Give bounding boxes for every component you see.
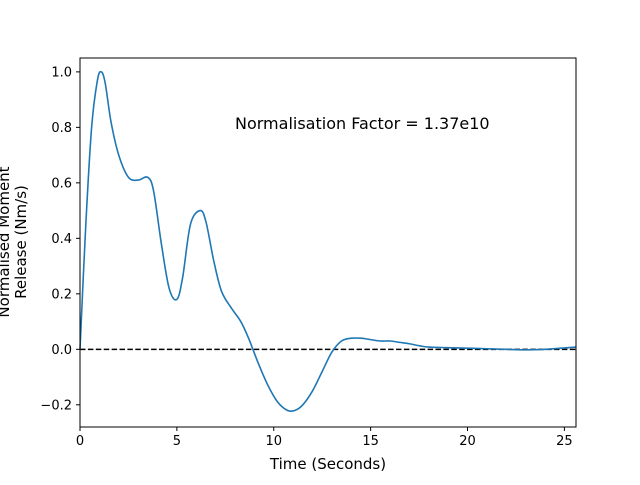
series-layer [79, 70, 577, 413]
x-tick-label: 10 [265, 434, 282, 449]
x-tick-label: 20 [459, 434, 476, 449]
y-tick-label: 0.8 [51, 121, 72, 136]
series-line-0 [79, 70, 577, 413]
x-tick-label: 5 [173, 434, 181, 449]
plot-area [80, 58, 576, 427]
plot-frame [79, 57, 577, 428]
y-tick-label: 0.0 [51, 343, 72, 358]
y-tick-label: 0.6 [51, 176, 72, 191]
x-tick-label: 25 [556, 434, 573, 449]
y-axis-label-group: Normalised Moment Release (Nm/s) [0, 166, 30, 317]
y-axis-ticks: −0.2 0.0 0.2 0.4 0.6 0.8 1.0 [40, 65, 80, 413]
x-axis-label: Time (Seconds) [269, 455, 386, 473]
x-tick-label: 15 [362, 434, 379, 449]
y-axis-label-line1: Normalised Moment [0, 166, 13, 317]
chart-annotation: Normalisation Factor = 1.37e10 [235, 114, 490, 133]
x-axis-ticks: 0 5 10 15 20 25 [76, 427, 573, 449]
y-tick-label: 0.2 [51, 287, 72, 302]
y-axis-label-line2: Release (Nm/s) [12, 185, 30, 299]
y-tick-label: 0.4 [51, 232, 72, 247]
y-tick-label: 1.0 [51, 65, 72, 80]
x-tick-label: 0 [76, 434, 84, 449]
y-tick-label: −0.2 [40, 398, 72, 413]
